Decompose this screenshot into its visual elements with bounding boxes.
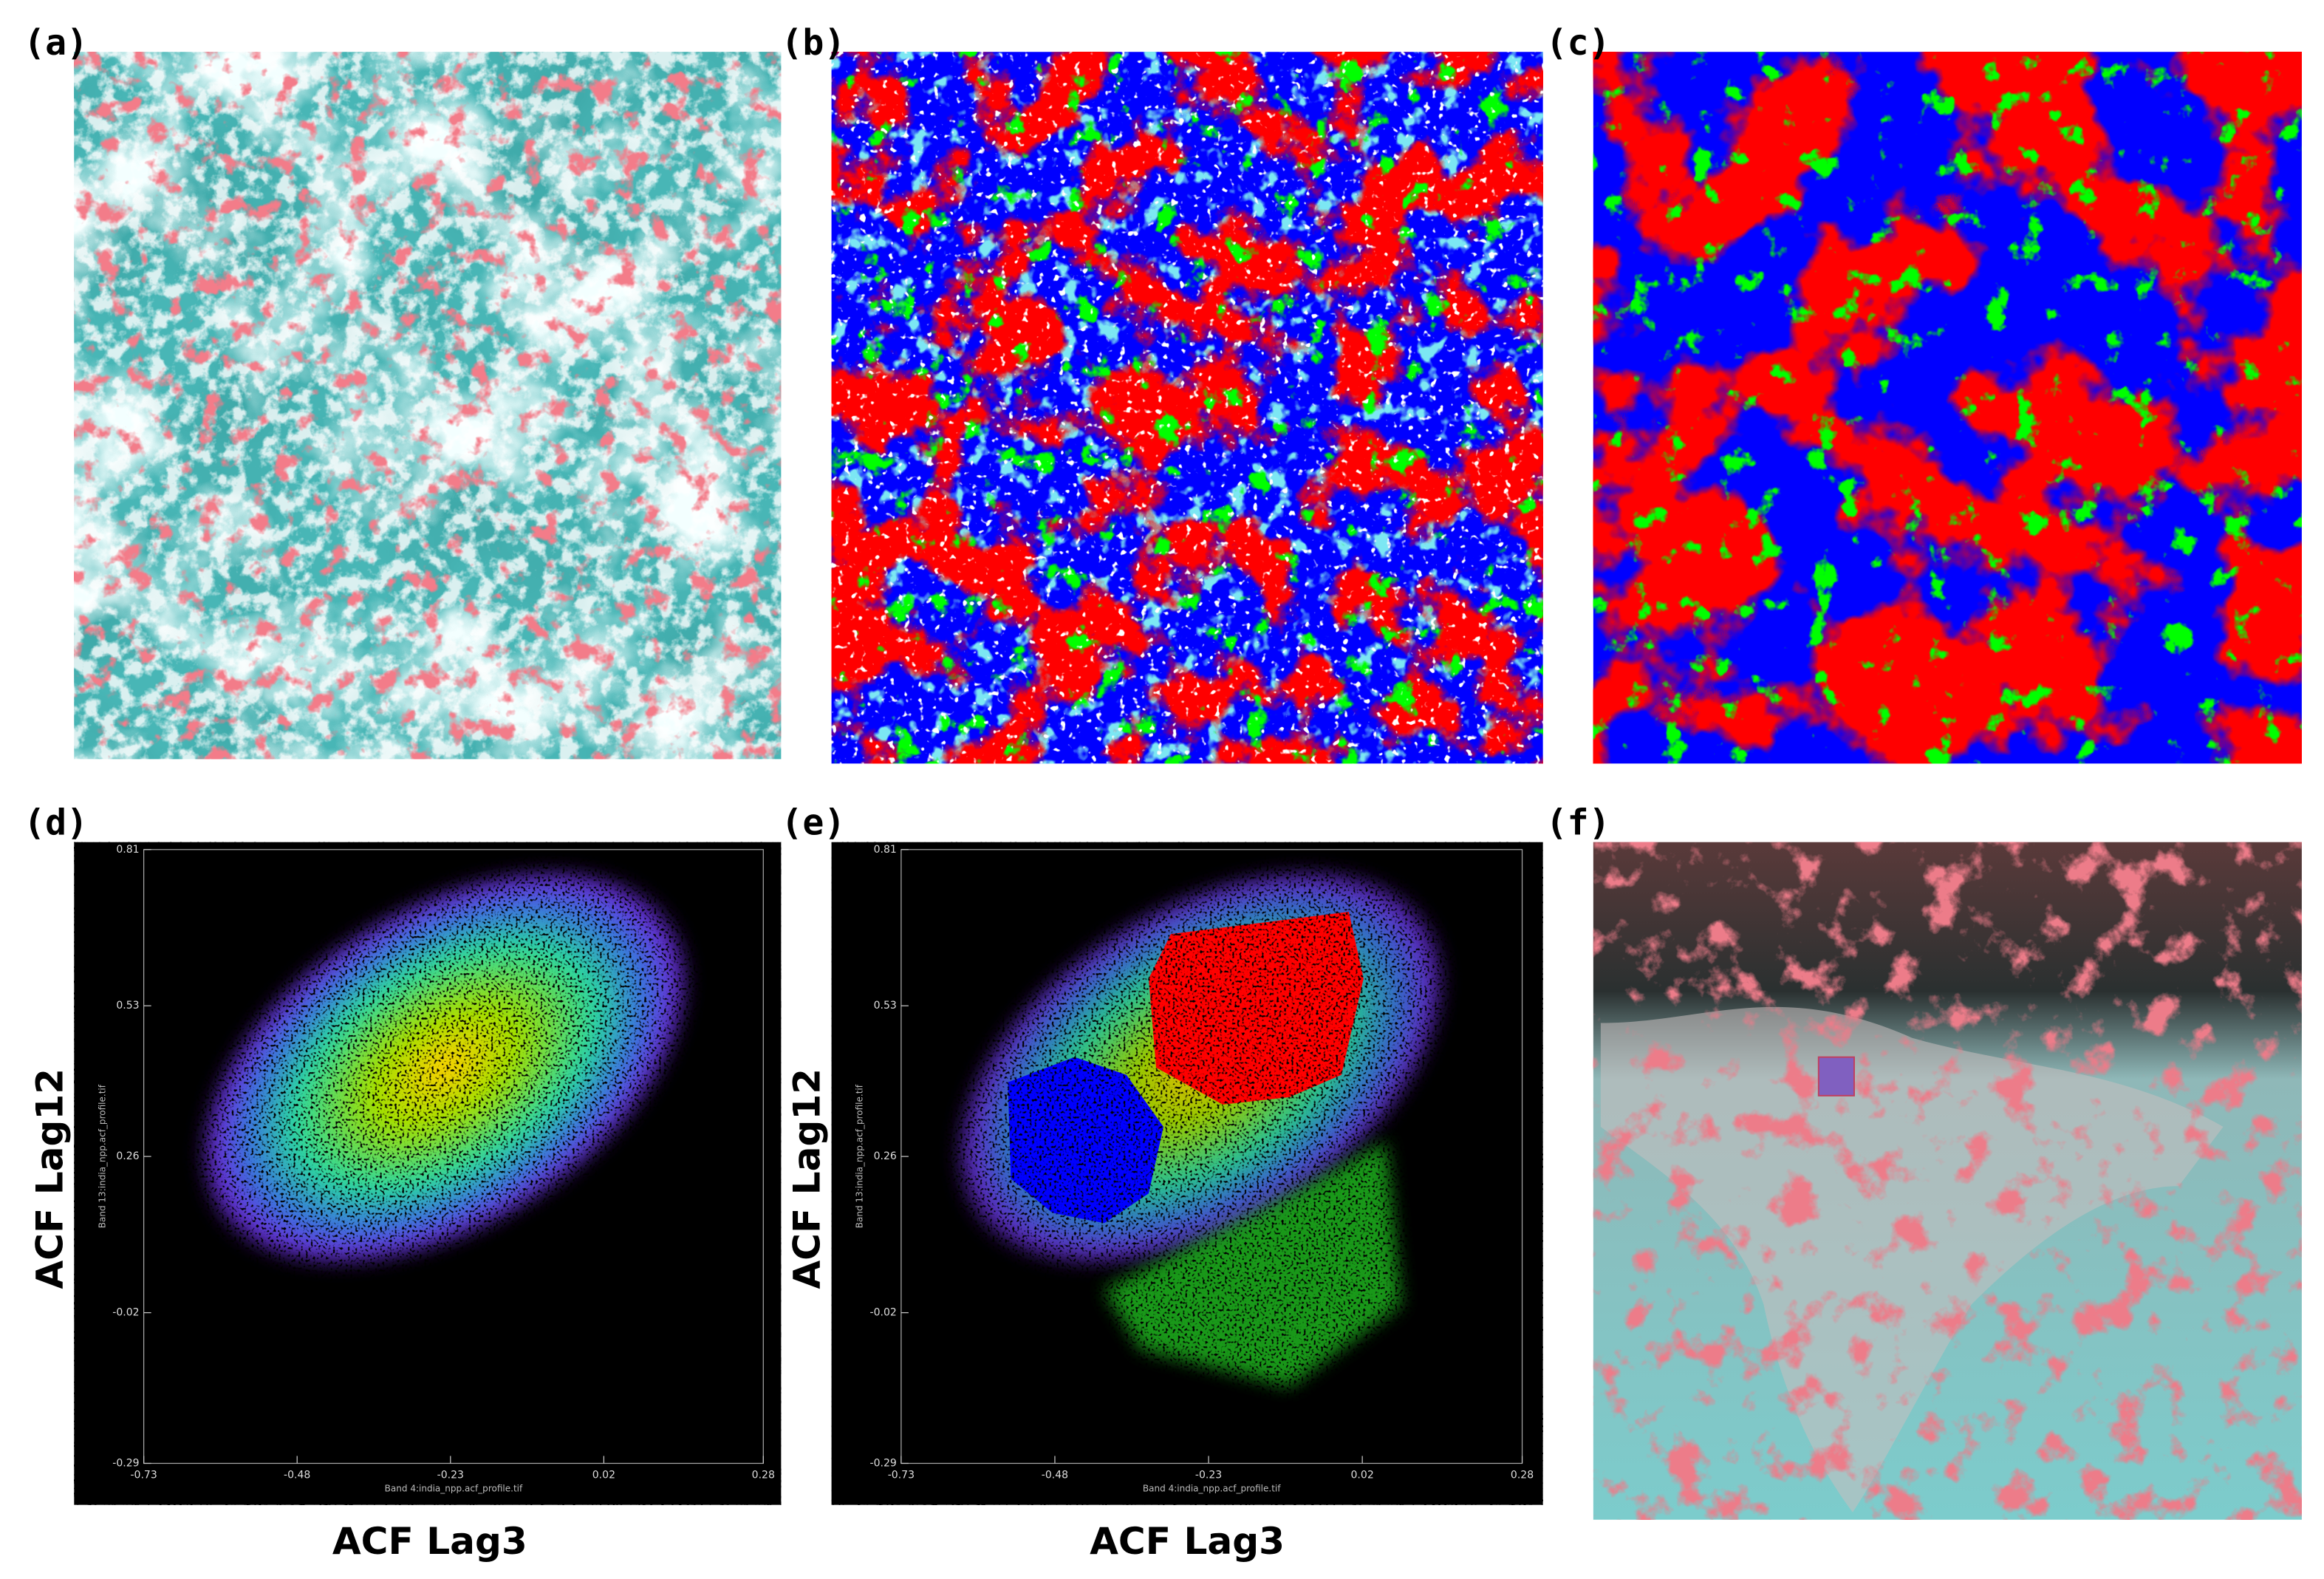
panel-b-image [831,52,1543,764]
x-band-label: Band 4:india_npp.acf_profile.tif [1143,1484,1281,1494]
x-tick-label: -0.48 [1042,1470,1068,1481]
x-tick-label: -0.73 [888,1470,915,1481]
y-band-label: Band 13:india_npp.acf_profile.tif [97,1084,107,1228]
panel-label: (f) [1546,802,1610,844]
panel-d-plot [74,842,782,1505]
y-tick-label: 0.81 [874,844,897,856]
y-tick-label: -0.02 [112,1307,139,1319]
y-tick-label: -0.02 [870,1307,897,1319]
x-tick-label: 0.02 [1351,1470,1374,1481]
y-tick-label: 0.81 [116,844,139,856]
x-tick-label: -0.23 [1195,1470,1222,1481]
y-band-label: Band 13:india_npp.acf_profile.tif [855,1084,865,1228]
y-axis-label: ACF Lag12 [27,1068,71,1289]
x-axis-label: ACF Lag3 [332,1519,527,1563]
y-tick-label: 0.53 [874,1000,897,1012]
x-tick-label: -0.48 [284,1470,310,1481]
panel-label: (e) [781,802,845,844]
y-tick-label: 0.26 [874,1150,897,1162]
panel-label: (d) [24,802,88,844]
panel-label: (c) [1546,22,1610,64]
panel-e-plot [831,842,1543,1505]
y-tick-label: 0.26 [116,1150,139,1162]
x-axis-label: ACF Lag3 [1090,1519,1285,1563]
x-tick-label: -0.23 [437,1470,464,1481]
panel-f-image [1593,842,2302,1520]
panel-a-image [74,52,782,760]
y-tick-label: 0.53 [116,1000,139,1012]
x-tick-label: 0.28 [752,1470,775,1481]
x-tick-label: -0.73 [130,1470,157,1481]
x-tick-label: 0.28 [1511,1470,1534,1481]
y-tick-label: -0.29 [112,1457,139,1469]
panel-label: (b) [781,22,845,64]
y-tick-label: -0.29 [870,1457,897,1469]
x-band-label: Band 4:india_npp.acf_profile.tif [385,1484,523,1494]
y-axis-label: ACF Lag12 [785,1068,829,1289]
panel-label: (a) [24,22,88,64]
x-tick-label: 0.02 [592,1470,615,1481]
panel-c-image [1593,52,2302,764]
